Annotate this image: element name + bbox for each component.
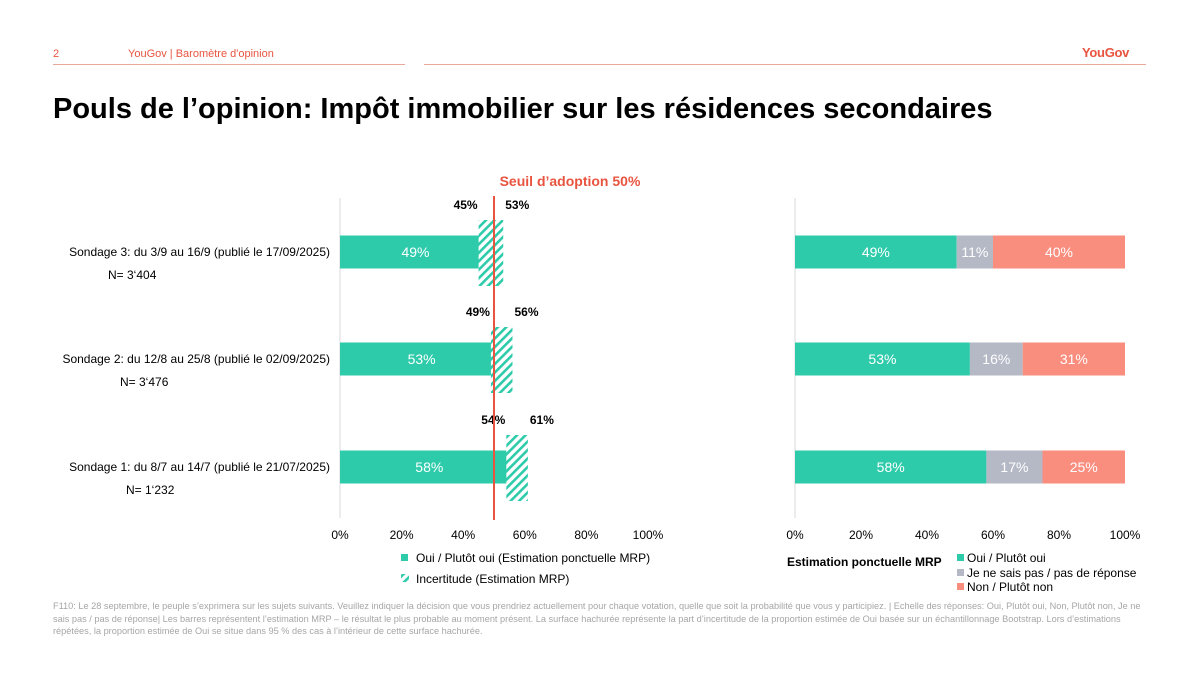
left-x-tick-label: 60% (513, 528, 537, 542)
oui-bar (340, 450, 519, 484)
legend-oui-swatch (401, 554, 408, 561)
stacked-dont-know-segment (956, 235, 993, 269)
right-x-tick-label: 20% (849, 528, 873, 542)
oui-bar-label: 58% (415, 459, 443, 475)
charts-canvas: 0% 20% 40% 60% 80% 100% Sondage 3: du 3/9 au 1… (62, 173, 1141, 594)
right-legend-label: Je ne sais pas / pas de réponse (967, 566, 1137, 580)
category-label: Sondage 3: du 3/9 au 16/9 (publié le 17/… (69, 245, 330, 259)
header-rule-right (424, 64, 1146, 65)
oui-bar-label: 49% (401, 244, 429, 260)
left-chart: 0% 20% 40% 60% 80% 100% Sondage 3: du 3/9 au 1… (62, 173, 663, 586)
stacked-dont-know-segment-label: 16% (982, 351, 1010, 367)
uncertainty-band (478, 220, 504, 286)
right-legend-label: Oui / Plutôt oui (967, 551, 1046, 565)
stacked-non-segment (993, 235, 1125, 269)
stacked-oui-segment-label: 58% (877, 459, 905, 475)
stacked-non-segment (1022, 342, 1125, 376)
stacked-non-segment (1042, 450, 1125, 484)
header-rule-left (53, 64, 405, 65)
stacked-oui-segment (795, 342, 970, 376)
oui-bar (340, 235, 491, 269)
page-title: Pouls de l’opinion: Impôt immobilier sur… (53, 93, 993, 125)
stacked-oui-segment-label: 53% (868, 351, 896, 367)
stacked-oui-segment (795, 235, 957, 269)
right-x-tick-label: 40% (915, 528, 939, 542)
legend-uncertainty-label: Incertitude (Estimation MRP) (416, 572, 569, 586)
uncertainty-band (506, 435, 528, 501)
stacked-non-segment-label: 40% (1045, 244, 1073, 260)
breadcrumb: YouGov | Baromètre d'opinion (128, 48, 274, 60)
uncertainty-high-label: 53% (505, 198, 529, 212)
page-number: 2 (53, 48, 60, 60)
uncertainty-low-label: 45% (454, 198, 478, 212)
category-label: Sondage 1: du 8/7 au 14/7 (publié le 21/… (69, 460, 330, 474)
stacked-dont-know-segment-label: 11% (961, 244, 988, 260)
yougov-logo: YouGov (1082, 45, 1130, 60)
right-x-tick-label: 60% (981, 528, 1005, 542)
left-x-tick-label: 40% (451, 528, 475, 542)
category-label: Sondage 2: du 12/8 au 25/8 (publié le 02… (62, 352, 330, 366)
stacked-dont-know-segment (969, 342, 1023, 376)
stacked-non-segment-label: 31% (1060, 351, 1088, 367)
right-legend-title: Estimation ponctuelle MRP (787, 555, 942, 569)
stacked-oui-segment (795, 450, 987, 484)
legend-uncertainty-swatch (401, 574, 409, 582)
left-x-tick-label: 80% (574, 528, 598, 542)
right-x-tick-label: 80% (1047, 528, 1071, 542)
right-legend-swatch (957, 583, 964, 590)
stacked-oui-segment-label: 49% (862, 244, 890, 260)
sample-size-label: N= 3‘476 (120, 375, 169, 389)
sample-size-label: N= 3‘404 (108, 268, 157, 282)
right-legend-swatch (957, 554, 964, 561)
right-legend-label: Non / Plutôt non (967, 580, 1053, 594)
stacked-non-segment-label: 25% (1070, 459, 1098, 475)
footnote: F110: Le 28 septembre, le peuple s’expri… (53, 601, 1141, 636)
left-x-tick-label: 20% (390, 528, 414, 542)
stacked-dont-know-segment-label: 17% (1000, 459, 1028, 475)
uncertainty-high-label: 56% (514, 305, 538, 319)
oui-bar-label: 53% (408, 351, 436, 367)
right-x-tick-label: 0% (786, 528, 804, 542)
right-x-tick-label: 100% (1110, 528, 1141, 542)
right-chart: 0% 20% 40% 60% 80% 100% 49% 11% 40% 53% 16% 31% 58% 1… (786, 198, 1141, 594)
uncertainty-low-label: 49% (466, 305, 490, 319)
legend-oui-label: Oui / Plutôt oui (Estimation ponctuelle … (416, 551, 650, 565)
oui-bar (340, 342, 504, 376)
stacked-dont-know-segment (986, 450, 1043, 484)
uncertainty-high-label: 61% (530, 413, 554, 427)
left-x-tick-label: 100% (633, 528, 664, 542)
uncertainty-band (490, 327, 513, 393)
sample-size-label: N= 1‘232 (126, 483, 175, 497)
threshold-label: Seuil d’adoption 50% (500, 173, 641, 189)
top-bar: 2 YouGov | Baromètre d'opinion YouGov (0, 0, 1200, 70)
right-legend-swatch (957, 569, 964, 576)
left-x-tick-label: 0% (331, 528, 349, 542)
